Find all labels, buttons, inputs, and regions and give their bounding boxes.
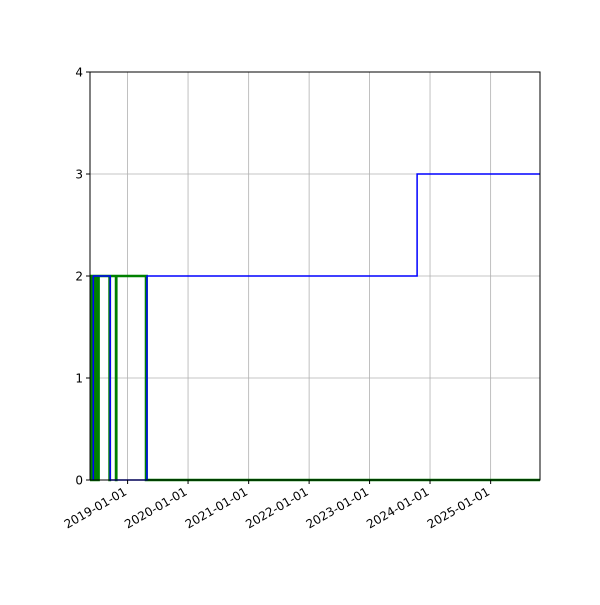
y-axis: 0 1 2 3 4	[75, 66, 90, 488]
x-tick-label: 2021-01-01	[183, 484, 250, 531]
y-tick-label: 1	[75, 372, 83, 386]
y-tick-label: 0	[75, 474, 83, 488]
x-tick-label: 2019-01-01	[62, 484, 129, 531]
x-tick-label: 2024-01-01	[364, 484, 431, 531]
y-tick-label: 2	[75, 270, 83, 284]
series-line-2	[92, 173, 540, 481]
x-tick-label: 2025-01-01	[425, 484, 492, 531]
y-tick-label: 4	[75, 66, 83, 80]
x-tick-label: 2022-01-01	[243, 484, 310, 531]
y-tick-label: 3	[75, 168, 83, 182]
x-axis: 2019-01-012020-01-012021-01-012022-01-01…	[62, 480, 492, 531]
x-tick-label: 2020-01-01	[122, 484, 189, 531]
series-lines	[90, 173, 540, 482]
x-tick-label: 2023-01-01	[304, 484, 371, 531]
